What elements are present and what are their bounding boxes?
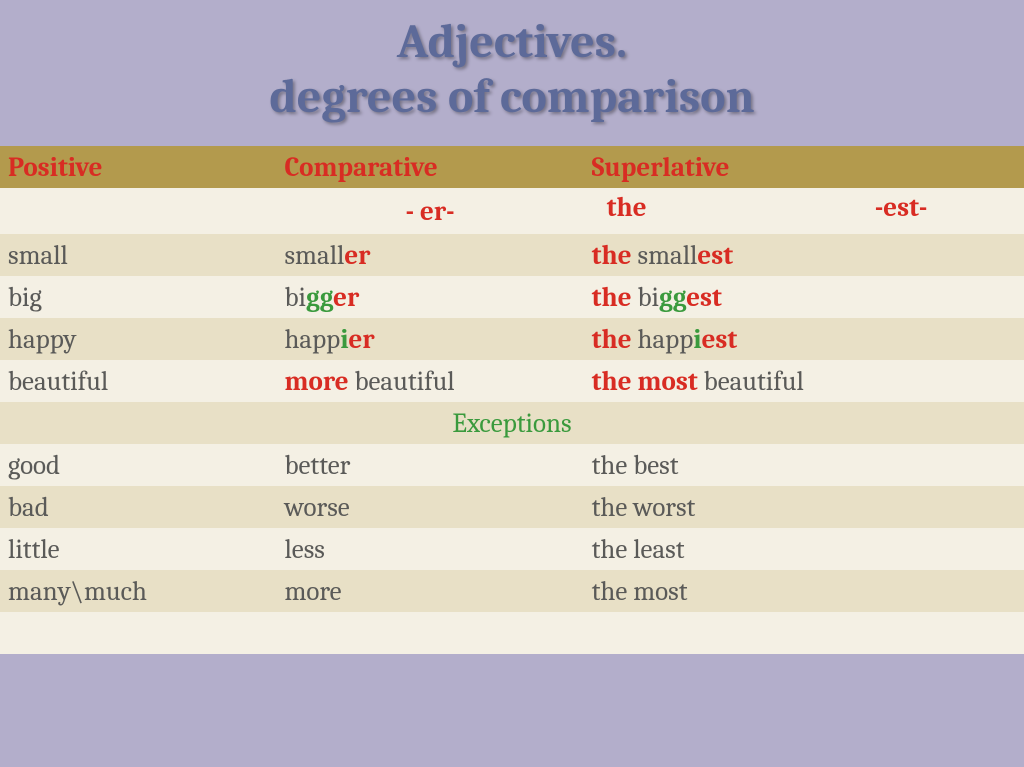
cell-little-pos: little [0, 528, 276, 570]
cell-many-sup: the most [584, 570, 1024, 612]
cell-bad-comp: worse [276, 486, 583, 528]
cell-small-pos: small [0, 234, 276, 276]
cell-good-sup: the best [584, 444, 1024, 486]
cell-small-sup: the smallest [584, 234, 1024, 276]
header-superlative: Superlative [584, 146, 1024, 188]
cell-beautiful-pos: beautiful [0, 360, 276, 402]
cell-happy-pos: happy [0, 318, 276, 360]
slide-title: Adjectives. degrees of comparison [0, 0, 1024, 146]
cell-many-comp: more [276, 570, 583, 612]
est-suffix: -est- [875, 192, 928, 223]
cell-many-pos: many\much [0, 570, 276, 612]
cell-little-comp: less [276, 528, 583, 570]
row-many: many\much more the most [0, 570, 1024, 612]
cell-happy-sup: the happiest [584, 318, 1024, 360]
cell-good-pos: good [0, 444, 276, 486]
row-blank [0, 612, 1024, 654]
cell-small-comp: smaller [276, 234, 583, 276]
row-bad: bad worse the worst [0, 486, 1024, 528]
row-beautiful: beautiful more beautiful the most beauti… [0, 360, 1024, 402]
cell-big-pos: big [0, 276, 276, 318]
title-line-1: Adjectives. [0, 14, 1024, 69]
the-article: the [607, 192, 647, 223]
header-positive: Positive [0, 146, 276, 188]
cell-bad-pos: bad [0, 486, 276, 528]
title-line-2: degrees of comparison [0, 69, 1024, 124]
cell-beautiful-comp: more beautiful [276, 360, 583, 402]
header-comparative: Comparative [276, 146, 583, 188]
suffix-positive [0, 188, 276, 234]
cell-little-sup: the least [584, 528, 1024, 570]
suffix-comparative: - er- [276, 188, 583, 234]
comparison-table: Positive Comparative Superlative - er- t… [0, 146, 1024, 654]
suffix-superlative: the -est- [584, 188, 1024, 234]
row-good: good better the best [0, 444, 1024, 486]
table-header-row: Positive Comparative Superlative [0, 146, 1024, 188]
row-big: big bigger the biggest [0, 276, 1024, 318]
row-exceptions-label: Exceptions [0, 402, 1024, 444]
exceptions-label: Exceptions [0, 402, 1024, 444]
row-small: small smaller the smallest [0, 234, 1024, 276]
cell-big-comp: bigger [276, 276, 583, 318]
cell-good-comp: better [276, 444, 583, 486]
er-suffix: - er- [406, 196, 455, 227]
cell-big-sup: the biggest [584, 276, 1024, 318]
cell-happy-comp: happier [276, 318, 583, 360]
cell-beautiful-sup: the most beautiful [584, 360, 1024, 402]
row-little: little less the least [0, 528, 1024, 570]
suffix-row: - er- the -est- [0, 188, 1024, 234]
row-happy: happy happier the happiest [0, 318, 1024, 360]
cell-bad-sup: the worst [584, 486, 1024, 528]
